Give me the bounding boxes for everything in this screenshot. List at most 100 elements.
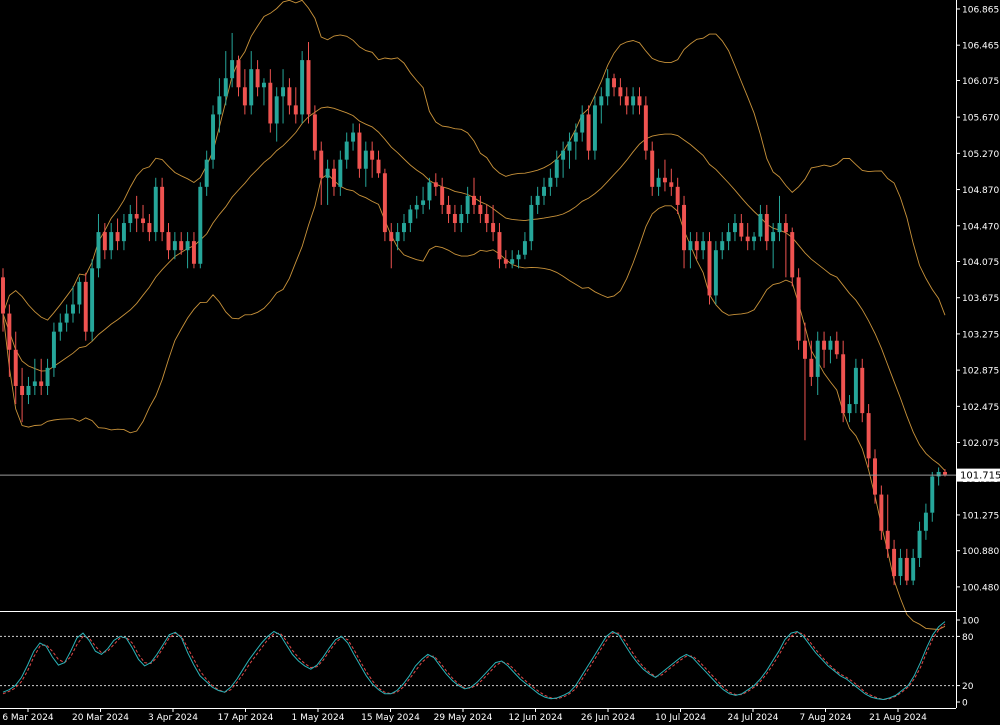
candle [51, 322, 56, 377]
candle [605, 69, 610, 106]
candle-body [376, 159, 381, 174]
candle-body [707, 241, 712, 296]
candle [300, 51, 305, 124]
candle [707, 232, 712, 305]
candle-body [249, 69, 254, 106]
candle [402, 213, 406, 242]
candle-body [331, 168, 336, 187]
time-tick-label: 26 Jun 2024 [581, 713, 635, 723]
candle [7, 304, 12, 377]
candle [414, 195, 419, 219]
candle [567, 132, 572, 169]
candle [917, 521, 922, 567]
candle-body [96, 232, 101, 269]
candle-body [631, 96, 636, 106]
candle-body [834, 340, 839, 355]
candle-body [440, 186, 445, 205]
candle [115, 218, 120, 251]
candle [58, 313, 63, 341]
candle-body [77, 281, 82, 305]
candle [357, 123, 362, 178]
candle-body [573, 132, 578, 142]
candle [281, 69, 286, 124]
oscillator-tick-label: 0 [962, 699, 968, 709]
candle-body [898, 557, 903, 577]
candle [121, 213, 126, 251]
candle-body [472, 195, 476, 205]
candle [522, 232, 527, 260]
candle [834, 331, 839, 359]
time-tick-label: 10 Jul 2024 [655, 713, 706, 723]
candle-body [917, 530, 922, 558]
candle [580, 105, 585, 142]
candle-body [459, 213, 464, 224]
candle-body [662, 177, 667, 183]
candle [128, 204, 133, 233]
candle [643, 96, 648, 160]
candle-body [802, 340, 807, 359]
candle-body [236, 60, 241, 88]
candle [408, 204, 413, 233]
candle [440, 177, 445, 214]
oscillator-tick-label: 20 [962, 682, 974, 692]
candle-body [777, 223, 782, 233]
price-tick-label: 101.275 [962, 511, 999, 521]
candle [720, 232, 725, 260]
candle [147, 213, 152, 242]
candle-body [230, 60, 235, 79]
candle [153, 177, 158, 242]
candle [592, 96, 597, 160]
candle-body [752, 236, 757, 242]
candle [873, 449, 877, 504]
candle-body [363, 150, 368, 169]
candle [491, 204, 496, 242]
candle-body [351, 132, 356, 142]
time-axis: 6 Mar 2024 20 Mar 2024 3 Apr 2024 17 Apr 20… [2, 708, 927, 723]
candle-body [522, 241, 527, 255]
candle-body [682, 204, 687, 251]
candle [758, 204, 763, 242]
candle-body [389, 232, 394, 242]
candle-body [478, 204, 483, 214]
candle-body [866, 413, 871, 459]
price-tick-label: 106.865 [962, 5, 999, 15]
candle [261, 78, 266, 106]
price-tick-label: 104.870 [962, 186, 999, 196]
candle-body [491, 223, 496, 233]
candle [446, 195, 451, 224]
candle-body [618, 87, 623, 97]
candle-body [726, 232, 731, 242]
candle [911, 548, 916, 586]
candle-body [211, 114, 216, 160]
candle [573, 123, 578, 160]
candle [319, 141, 324, 205]
candle [662, 159, 667, 192]
price-tick-label: 106.465 [962, 42, 999, 52]
candle-body [624, 96, 629, 106]
candle-body [179, 241, 184, 251]
candle [26, 376, 31, 405]
candle [433, 173, 438, 196]
candle [268, 69, 273, 133]
candle [701, 232, 706, 260]
stochastic-pane [0, 621, 956, 701]
oscillator-axis: 100 80 20 0 [956, 617, 979, 709]
candle-body [911, 557, 916, 581]
candle [102, 223, 107, 260]
candle [853, 358, 858, 414]
candle-body [293, 105, 298, 115]
candle [141, 204, 146, 233]
candle [535, 186, 540, 214]
bollinger-lower-band [2, 173, 946, 630]
candle-body [255, 69, 260, 88]
candle-body [319, 150, 324, 178]
candle [631, 87, 636, 115]
candle-body [567, 141, 572, 151]
candle-body [1, 277, 5, 314]
candle-body [242, 87, 247, 106]
candle [783, 213, 788, 278]
candle-body [764, 213, 769, 242]
candle [198, 182, 203, 269]
candle-body [771, 232, 776, 242]
candle-body [134, 213, 139, 219]
